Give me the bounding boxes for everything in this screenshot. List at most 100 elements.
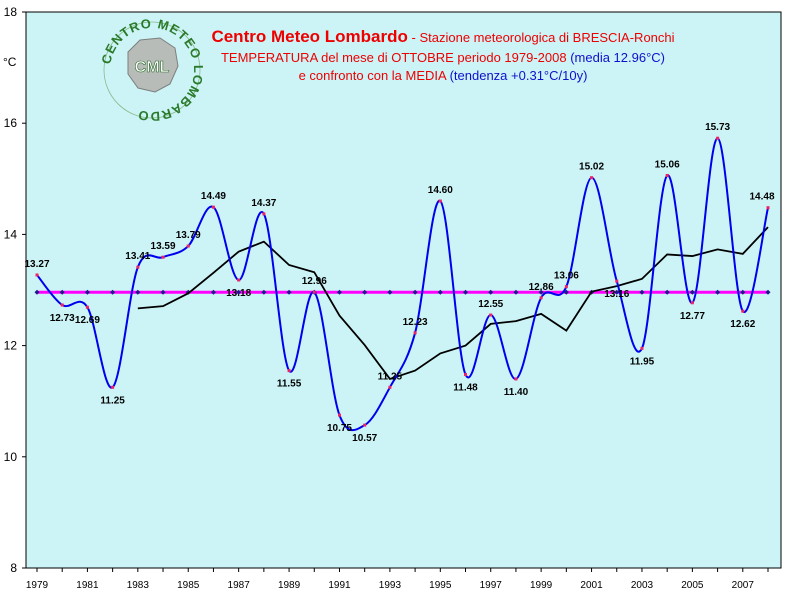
x-tick-label: 1997 — [480, 580, 503, 591]
temperature-marker — [766, 206, 770, 210]
mean-marker — [488, 289, 494, 295]
data-label: 12.77 — [680, 311, 705, 322]
mean-marker — [463, 289, 469, 295]
x-tick-label: 1981 — [76, 580, 99, 591]
logo-map-shape — [127, 37, 179, 93]
chart-title-main: Centro Meteo Lombardo — [211, 27, 407, 46]
logo-ring — [103, 21, 201, 119]
data-label: 13.41 — [125, 251, 150, 262]
data-label: 13.18 — [226, 288, 251, 299]
data-label: 15.06 — [655, 159, 680, 170]
temperature-marker — [186, 244, 190, 248]
data-label: 12.73 — [50, 313, 75, 324]
temperature-marker — [464, 373, 468, 377]
series-group — [34, 136, 771, 432]
mean-marker — [437, 289, 443, 295]
data-label: 12.62 — [730, 319, 755, 330]
temperature-marker — [211, 205, 215, 209]
temperature-marker — [111, 385, 115, 389]
data-label: 15.73 — [705, 122, 730, 133]
cml-logo: CML — [103, 21, 201, 119]
data-label: 12.86 — [529, 282, 554, 293]
mean-marker — [110, 289, 116, 295]
temperature-marker — [312, 290, 316, 294]
temperature-marker — [388, 385, 392, 389]
x-tick-label: 2001 — [580, 580, 603, 591]
mean-marker — [135, 289, 141, 295]
y-tick-label: 12 — [4, 339, 18, 353]
x-tick-label: 1983 — [127, 580, 150, 591]
data-label: 11.48 — [453, 383, 478, 394]
chart-title-period: TEMPERATURA del mese di OTTOBRE periodo … — [221, 50, 567, 65]
temperature-marker — [741, 309, 745, 313]
data-label: 12.23 — [403, 317, 428, 328]
data-label: 14.60 — [428, 185, 453, 196]
mean-marker — [664, 289, 670, 295]
x-tick-label: 1989 — [278, 580, 301, 591]
mean-marker — [765, 289, 771, 295]
mean-marker — [513, 289, 519, 295]
mean-marker — [387, 289, 393, 295]
mean-marker — [84, 289, 90, 295]
mean-marker — [614, 289, 620, 295]
temperature-marker — [716, 136, 720, 140]
x-tick-label: 1995 — [429, 580, 452, 591]
data-label: 13.06 — [554, 271, 579, 282]
mean-marker — [160, 289, 166, 295]
chart-title-mean: (media 12.96°C) — [567, 50, 665, 65]
mean-marker — [715, 289, 721, 295]
y-axis: 8 10 12 14 16 18 — [4, 5, 26, 575]
temperature-marker — [136, 265, 140, 269]
logo-center-text: CML — [135, 59, 170, 76]
mean-marker — [261, 289, 267, 295]
y-tick-label: 14 — [4, 227, 18, 241]
chart-title-line2: TEMPERATURA del mese di OTTOBRE periodo … — [221, 50, 665, 65]
x-axis: 1979 1981 1983 1985 1987 1989 1991 1993 1995 1997… — [26, 568, 769, 591]
data-label: 10.75 — [327, 423, 352, 434]
data-label: 15.02 — [579, 162, 604, 173]
temperature-marker — [690, 301, 694, 305]
mean-marker — [689, 289, 695, 295]
data-label: 12.96 — [302, 276, 327, 287]
mean-marker — [538, 289, 544, 295]
moving-average-line — [137, 226, 769, 381]
temperature-marker — [161, 255, 165, 259]
data-label: 12.69 — [75, 315, 100, 326]
x-tick-label: 2007 — [732, 580, 755, 591]
data-label: 11.40 — [504, 387, 529, 398]
mean-marker — [59, 289, 65, 295]
temperature-marker — [590, 176, 594, 180]
temperature-marker — [85, 305, 89, 309]
data-label: 14.49 — [201, 191, 226, 202]
chart-title-line3: e confronto con la MEDIA (tendenza +0.31… — [299, 68, 588, 83]
data-label: 10.57 — [352, 433, 377, 444]
temperature-marker — [60, 303, 64, 307]
data-label: 11.95 — [630, 356, 655, 367]
mean-marker — [236, 289, 242, 295]
temperature-marker — [35, 273, 39, 277]
temperature-marker — [363, 423, 367, 427]
temperature-marker — [237, 278, 241, 282]
temperature-marker — [539, 296, 543, 300]
data-label: 13.59 — [151, 241, 176, 252]
data-label: 12.55 — [478, 299, 503, 310]
mean-marker — [210, 289, 216, 295]
mean-marker — [336, 289, 342, 295]
temperature-marker — [514, 377, 518, 381]
chart-title-compare: e confronto con la MEDIA — [299, 68, 447, 83]
temperature-marker — [438, 199, 442, 203]
temperature-marker — [337, 413, 341, 417]
y-tick-label: 8 — [10, 561, 17, 575]
x-tick-label: 1999 — [530, 580, 553, 591]
temperature-marker — [262, 212, 266, 216]
mean-marker — [362, 289, 368, 295]
data-label: 13.27 — [24, 259, 49, 270]
y-tick-label: 16 — [4, 116, 18, 130]
temperature-marker — [489, 313, 493, 317]
chart-title-trend: (tendenza +0.31°C/10y) — [446, 68, 587, 83]
y-tick-label: 18 — [4, 5, 18, 19]
temperature-marker — [640, 346, 644, 350]
data-label: 11.25 — [378, 371, 403, 382]
